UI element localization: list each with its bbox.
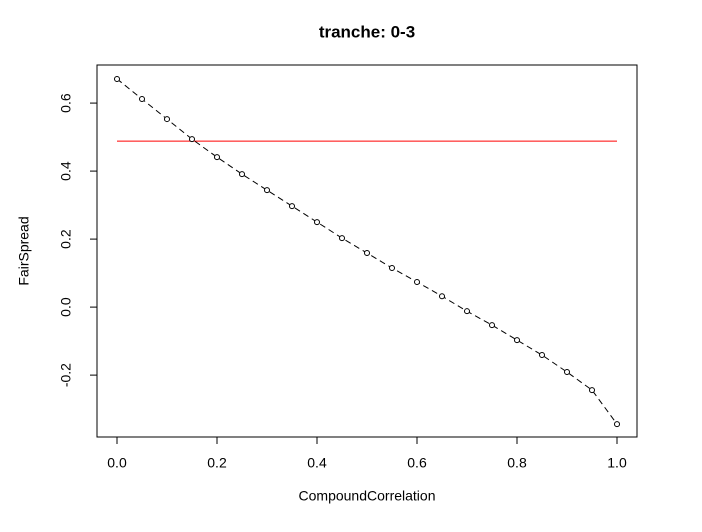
data-point xyxy=(564,369,570,376)
data-point xyxy=(289,203,295,210)
y-axis-title: FairSpread xyxy=(16,216,32,285)
data-point xyxy=(364,250,370,257)
x-tick-label: 0.2 xyxy=(207,455,227,471)
x-axis-title: CompoundCorrelation xyxy=(299,488,436,504)
data-point xyxy=(114,75,120,82)
y-tick-label: -0.2 xyxy=(58,363,74,387)
chart-title: tranche: 0-3 xyxy=(319,22,415,41)
x-tick-label: 0.8 xyxy=(507,455,527,471)
x-tick-label: 1.0 xyxy=(607,455,627,471)
data-point xyxy=(439,293,445,300)
x-tick-label: 0.0 xyxy=(107,455,127,471)
y-tick-label: 0.4 xyxy=(58,161,74,181)
data-point xyxy=(464,308,470,315)
x-tick-label: 0.6 xyxy=(407,455,427,471)
data-point xyxy=(139,96,145,103)
data-point xyxy=(264,187,270,194)
data-point xyxy=(389,265,395,272)
data-point xyxy=(539,352,545,359)
y-tick-label: 0.0 xyxy=(58,297,74,317)
data-point xyxy=(614,421,620,428)
data-point xyxy=(164,116,170,123)
data-point xyxy=(414,278,420,285)
data-point xyxy=(489,322,495,329)
y-tick-label: 0.2 xyxy=(58,229,74,249)
data-point xyxy=(239,171,245,178)
data-point xyxy=(589,387,595,394)
data-point xyxy=(339,235,345,242)
data-point xyxy=(514,337,520,344)
data-point xyxy=(214,154,220,161)
data-point xyxy=(189,136,195,143)
x-tick-label: 0.4 xyxy=(307,455,327,471)
y-tick-label: 0.6 xyxy=(58,93,74,113)
data-point xyxy=(314,219,320,226)
